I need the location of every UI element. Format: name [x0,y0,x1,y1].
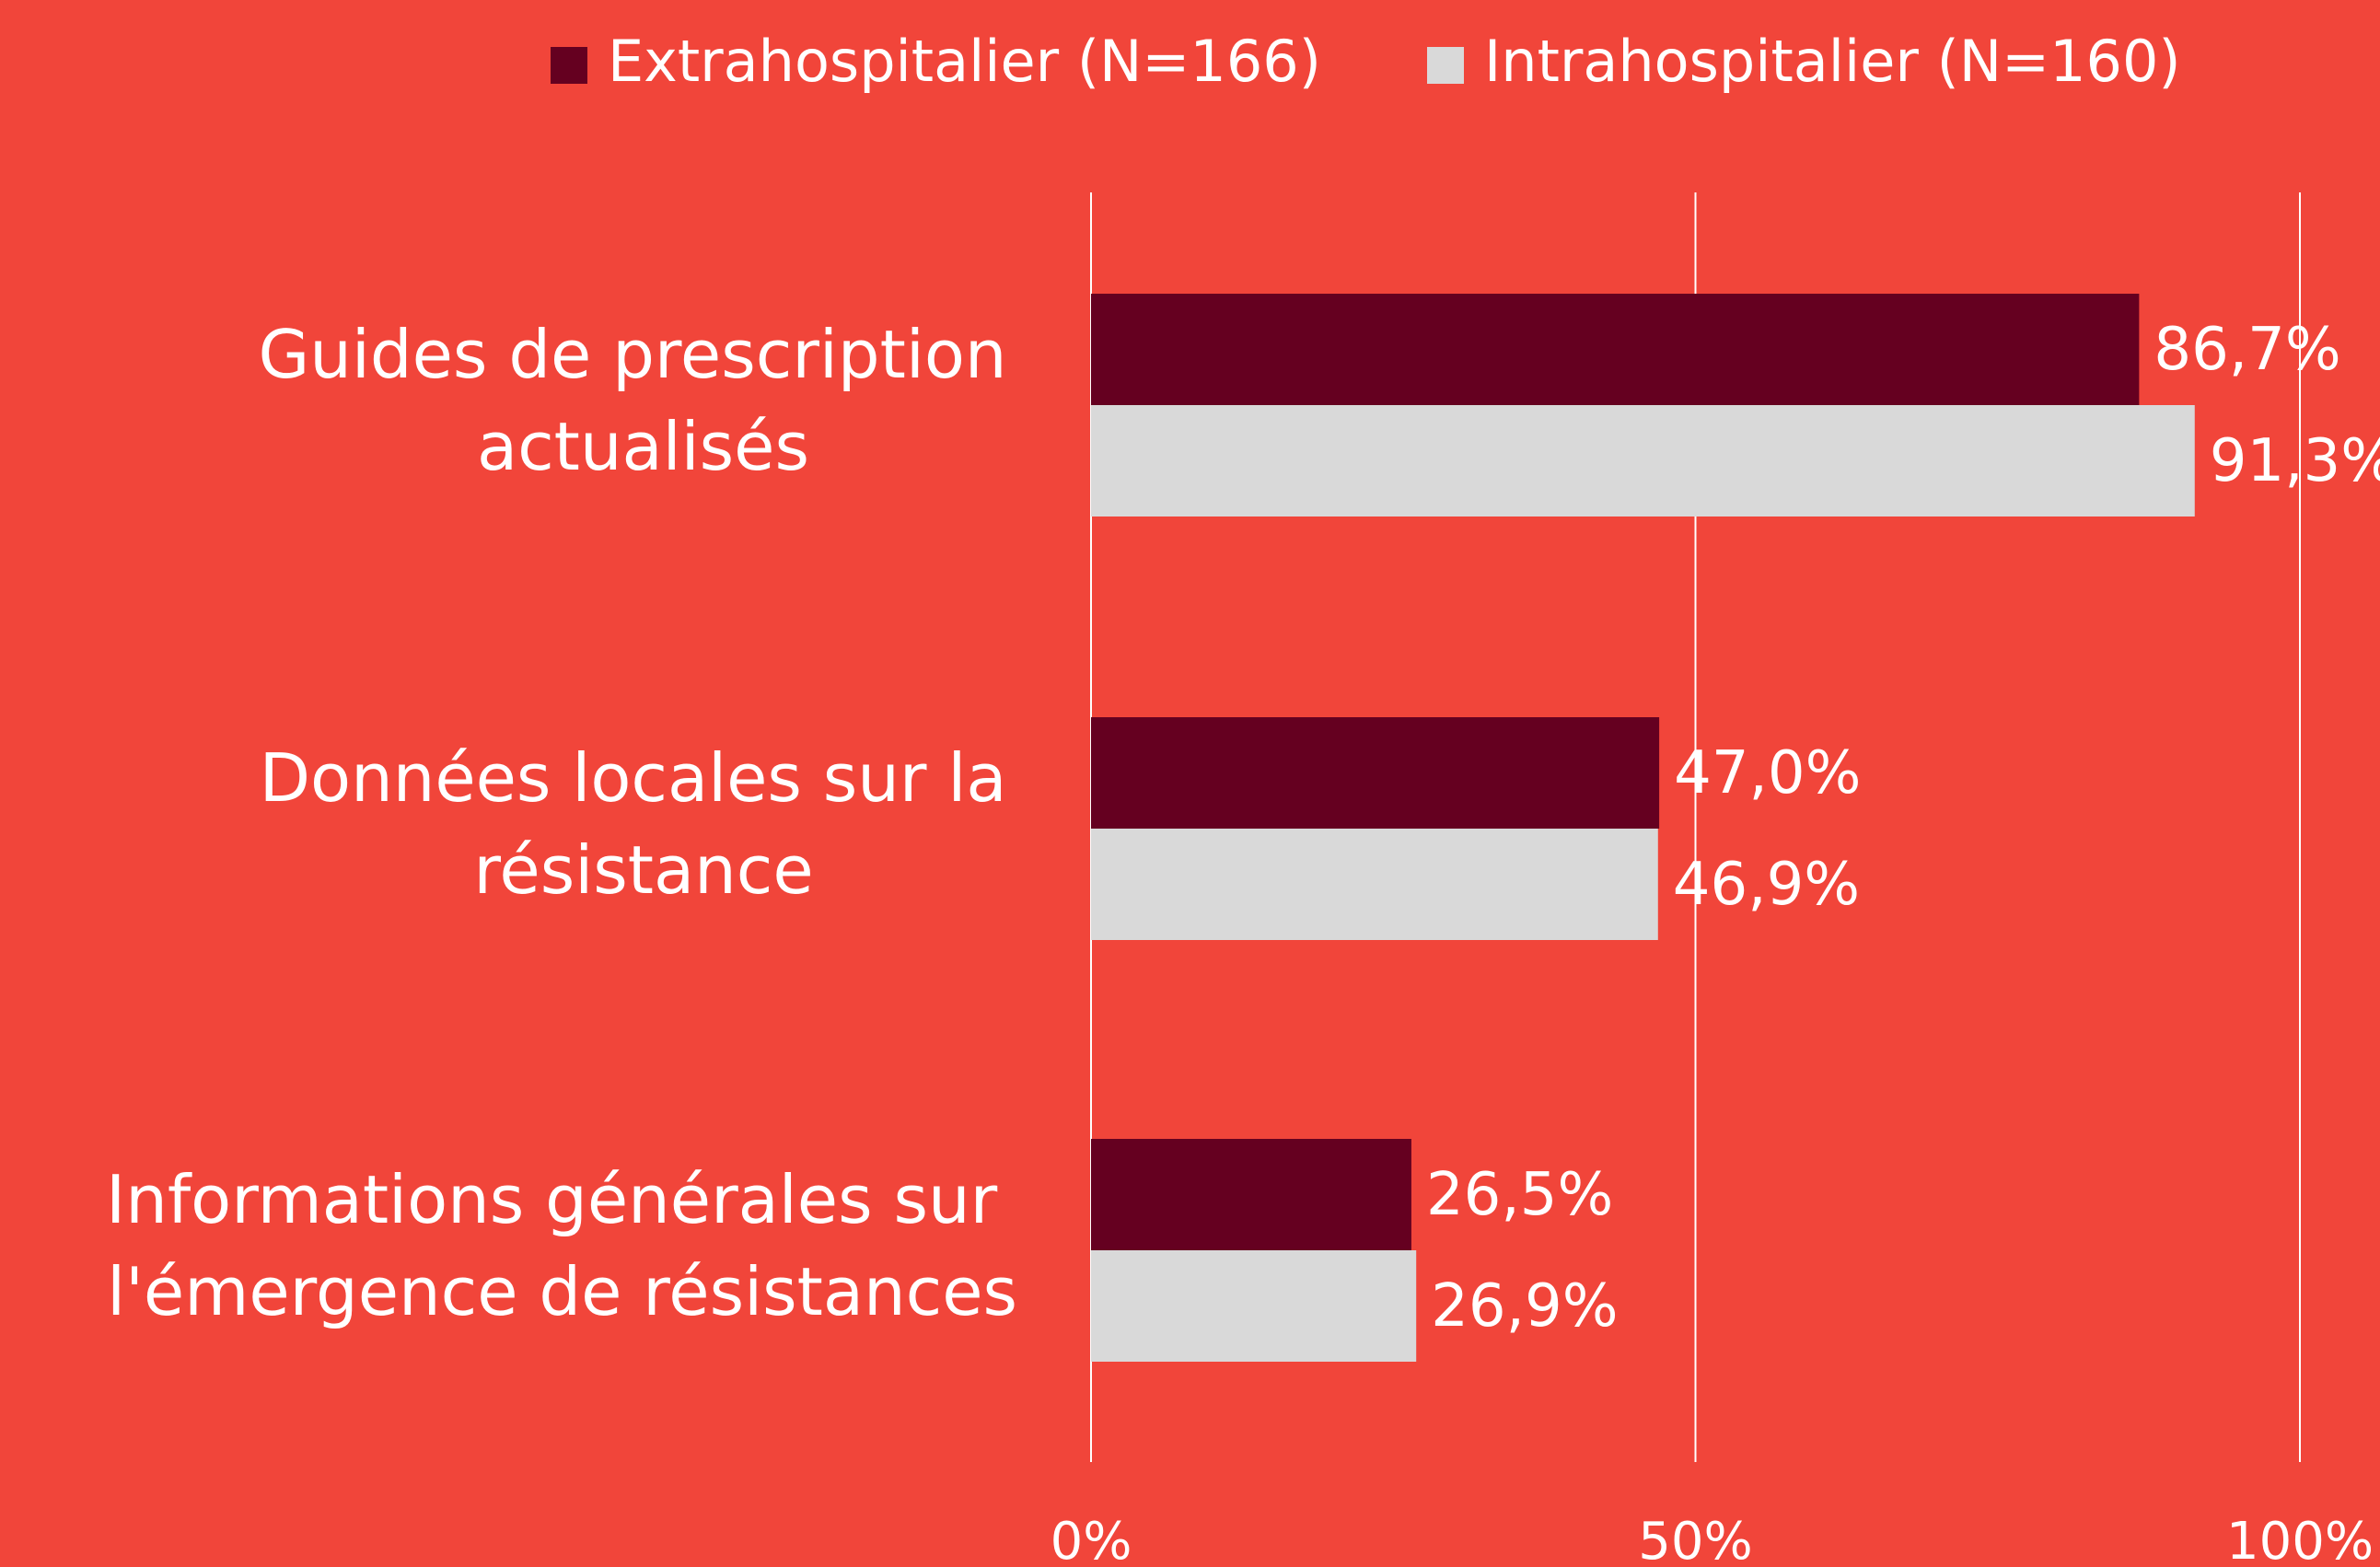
bar [1091,717,1660,829]
x-tick-label: 50% [1638,1512,1752,1567]
bar [1091,1139,1411,1250]
legend-marker [1427,47,1464,84]
bar [1091,294,2140,405]
category-label: Informations générales sur l'émergence d… [106,1161,1018,1330]
legend-label: Extrahospitalier (N=166) [608,28,1321,95]
bar [1091,1250,1417,1362]
bar [1091,405,2195,517]
bar [1091,829,1658,940]
x-tick-label: 100% [2226,1512,2374,1567]
value-label: 26,9% [1431,1272,1618,1341]
value-label: 46,9% [1673,851,1860,919]
category-label: Données locales sur la résistance [260,739,1028,909]
x-tick-label: 0% [1051,1512,1132,1567]
value-label: 26,5% [1426,1161,1613,1229]
category-label: Guides de prescription actualisés [258,316,1027,485]
legend-marker [551,47,587,84]
value-label: 86,7% [2154,316,2340,384]
value-label: 47,0% [1674,739,1861,807]
value-label: 91,3% [2210,427,2380,495]
legend-label: Intrahospitalier (N=160) [1484,28,2181,95]
